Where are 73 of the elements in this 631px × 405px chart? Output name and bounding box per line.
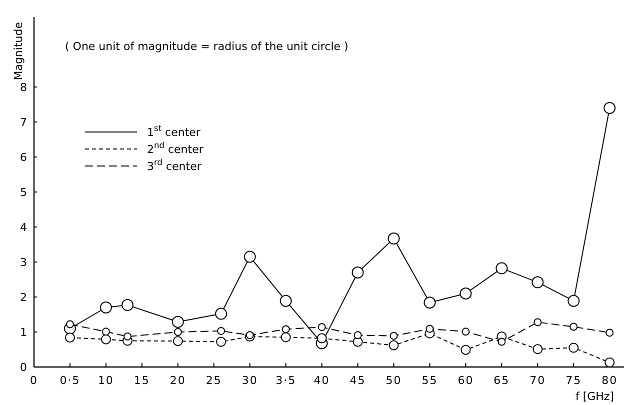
x-tick-label: 80 <box>602 374 618 387</box>
x-tick-label: 75 <box>566 374 582 387</box>
y-tick-label: 1 <box>20 326 27 339</box>
legend-label: 1$^{st}$ center <box>147 123 201 139</box>
point <box>390 332 398 340</box>
x-tick-label: 55 <box>422 374 438 387</box>
point <box>426 324 434 333</box>
point <box>172 316 184 328</box>
x-tick-label: 60 <box>458 374 474 387</box>
x-axis-title: f [GHz] <box>575 390 614 403</box>
point <box>100 302 112 314</box>
point <box>66 320 74 328</box>
x-tick-label: 3·5 <box>276 374 296 387</box>
x-tick-label: 40 <box>314 374 330 387</box>
point <box>102 328 110 336</box>
x-tick-label: 10 <box>98 374 114 387</box>
point <box>388 340 399 350</box>
point <box>282 325 290 334</box>
point <box>604 102 616 114</box>
y-tick-label: 8 <box>20 81 27 94</box>
y-tick-label: 3 <box>20 256 27 269</box>
point <box>122 299 134 312</box>
point <box>496 262 508 274</box>
point <box>570 322 578 331</box>
point <box>604 357 615 368</box>
point <box>64 332 75 343</box>
point <box>534 318 542 326</box>
point <box>460 344 471 355</box>
x-tick-label: 30 <box>242 374 258 387</box>
x-tick-label: 20 <box>170 374 186 387</box>
x-tick-label: 0 <box>30 374 38 387</box>
x-tick-label: 15 <box>134 374 150 387</box>
point <box>280 294 292 307</box>
point <box>498 338 506 346</box>
x-tick-label: 0·5 <box>60 374 80 387</box>
point <box>532 276 544 288</box>
point <box>318 323 326 332</box>
y-tick-label: 2 <box>20 291 27 304</box>
point <box>460 288 472 300</box>
point <box>532 344 543 354</box>
annotation: ( One unit of magnitude = radius of the unit circle ) <box>65 40 348 53</box>
point <box>388 232 400 245</box>
point <box>216 336 226 347</box>
legend-label: 2$^{nd}$ center <box>147 140 204 156</box>
y-tick-label: 4 <box>20 221 27 234</box>
point <box>354 331 362 340</box>
point <box>568 294 580 307</box>
y-tick-label: 5 <box>20 186 27 199</box>
x-tick-label: 65 <box>494 374 510 387</box>
x-tick-label: 50 <box>386 374 402 387</box>
y-tick-label: 7 <box>20 116 27 129</box>
point <box>215 308 228 320</box>
x-tick-label: 70 <box>530 374 546 387</box>
y-tick-label: 6 <box>20 151 27 164</box>
point <box>352 266 364 278</box>
point <box>424 296 436 309</box>
x-tick-label: 25 <box>206 374 222 387</box>
legend-label: 3$^{rd}$ center <box>147 157 202 173</box>
point <box>606 328 614 337</box>
point <box>316 333 327 344</box>
point <box>174 328 182 336</box>
point <box>246 331 254 340</box>
y-axis-title: Magnitude <box>12 22 25 80</box>
y-tick-label: 0 <box>20 361 27 374</box>
point <box>100 334 111 344</box>
point <box>217 326 226 335</box>
point <box>172 336 183 346</box>
point <box>280 332 291 342</box>
point <box>124 332 132 341</box>
point <box>568 342 579 353</box>
x-tick-label: 45 <box>350 374 366 387</box>
point <box>244 250 256 263</box>
point <box>462 328 470 336</box>
